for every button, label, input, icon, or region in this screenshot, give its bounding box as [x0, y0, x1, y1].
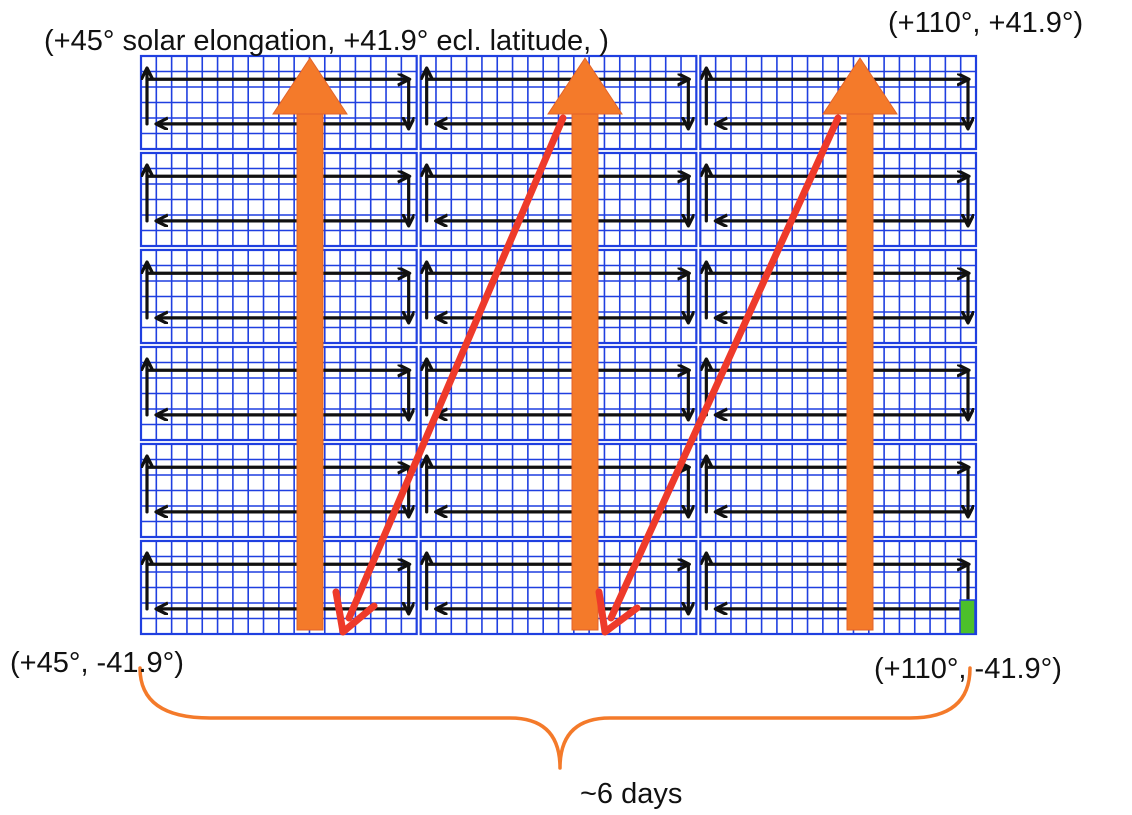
scan-path: [147, 69, 409, 128]
grid-tile: [419, 442, 698, 539]
label-bottom-left: (+45°, -41.9°): [10, 647, 184, 679]
grid-tile: [139, 442, 418, 539]
grid-tile: [139, 539, 418, 636]
grid-tile: [139, 151, 418, 248]
scan-path: [706, 263, 968, 322]
grid-tile: [139, 248, 418, 345]
sky-grid: [139, 54, 978, 636]
grid-tile: [419, 539, 698, 636]
grid-tile: [139, 345, 418, 442]
grid-tile: [699, 442, 978, 539]
scan-path: [427, 69, 689, 128]
grid-tile: [139, 54, 418, 151]
scan-paths: [147, 69, 968, 613]
label-top-right: (+110°, +41.9°): [888, 7, 1083, 39]
label-bottom-right: (+110°, -41.9°): [874, 653, 1062, 685]
scan-path: [147, 263, 409, 322]
scan-path: [706, 554, 968, 613]
grid-tile: [699, 539, 978, 636]
grid-tile: [699, 151, 978, 248]
column-arrow-2: [547, 57, 623, 631]
grid-tile: [699, 345, 978, 442]
scan-path: [147, 360, 409, 419]
scan-path: [706, 360, 968, 419]
column-arrow-1: [272, 57, 348, 631]
label-top-left: (+45° solar elongation, +41.9° ecl. lati…: [44, 25, 609, 57]
scan-path: [706, 69, 968, 128]
scan-path: [427, 360, 689, 419]
duration-brace: [138, 666, 972, 770]
scan-path: [427, 166, 689, 225]
scan-path: [147, 166, 409, 225]
scan-path: [427, 554, 689, 613]
column-arrow-3: [822, 57, 898, 631]
grid-tile: [419, 151, 698, 248]
return-arrow-1: [332, 114, 567, 636]
scan-path: [427, 457, 689, 516]
column-arrows: [272, 57, 898, 631]
return-arrows: [332, 114, 842, 636]
label-duration: ~6 days: [580, 778, 682, 810]
scan-path: [706, 457, 968, 516]
return-arrow-2: [595, 114, 842, 636]
grid-tile: [419, 248, 698, 345]
end-position-marker: [959, 599, 976, 635]
scan-path: [147, 457, 409, 516]
scan-path: [706, 166, 968, 225]
